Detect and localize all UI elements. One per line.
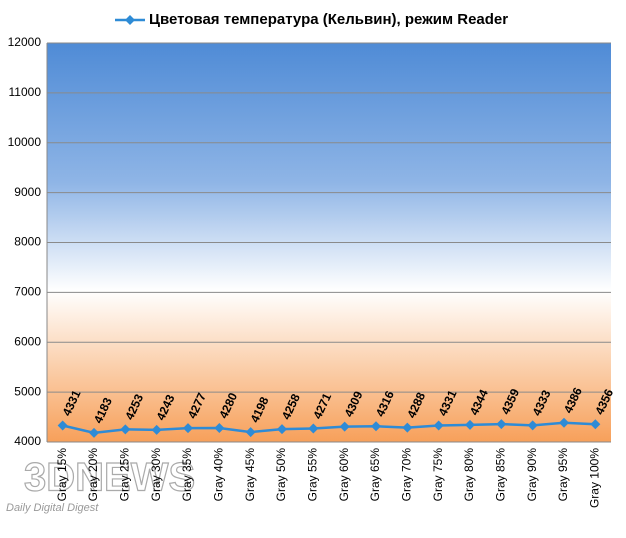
x-tick-label: Gray 90% (525, 448, 539, 502)
marker (151, 424, 162, 435)
marker (590, 419, 601, 430)
marker (183, 423, 193, 434)
x-tick-label: Gray 45% (243, 448, 257, 502)
legend-label: Цветовая температура (Кельвин), режим Re… (149, 11, 508, 28)
marker (496, 419, 507, 430)
watermark-sub: Daily Digital Digest (6, 502, 99, 514)
x-tick-label: Gray 40% (212, 448, 226, 502)
x-tick-label: Gray 25% (118, 448, 132, 502)
marker (245, 427, 256, 438)
marker (465, 419, 475, 430)
marker (89, 427, 99, 438)
x-tick-label: Gray 55% (306, 448, 320, 502)
marker (371, 421, 381, 432)
x-tick-label: Gray 15% (55, 448, 69, 502)
marker (402, 422, 413, 433)
y-tick-label: 5000 (14, 384, 41, 398)
x-tick-label: Gray 20% (86, 448, 100, 502)
y-tick-label: 8000 (14, 235, 41, 249)
marker (559, 417, 569, 428)
x-tick-label: Gray 80% (462, 448, 476, 502)
series-line (62, 421, 596, 435)
y-tick-label: 12000 (8, 35, 42, 49)
y-tick-label: 7000 (14, 285, 41, 299)
x-tick-label: Gray 30% (149, 448, 163, 502)
marker (339, 421, 350, 432)
legend-marker (125, 15, 135, 25)
y-tick-label: 11000 (9, 85, 42, 99)
x-tick-label: Gray 35% (180, 448, 194, 502)
marker (214, 423, 225, 434)
x-tick-label: Gray 100% (588, 448, 602, 508)
y-tick-label: 4000 (14, 434, 41, 448)
y-tick-label: 10000 (8, 135, 42, 149)
x-tick-label: Gray 95% (556, 448, 570, 502)
x-tick-label: Gray 75% (431, 448, 445, 502)
marker (57, 420, 68, 431)
marker (433, 420, 444, 431)
x-tick-label: Gray 60% (337, 448, 351, 502)
marker (308, 423, 319, 434)
x-tick-label: Gray 70% (400, 448, 414, 502)
watermark: 3DNEWS (24, 456, 195, 500)
y-tick-label: 6000 (14, 334, 41, 348)
marker (120, 424, 131, 435)
marker (527, 420, 538, 431)
x-tick-label: Gray 85% (494, 448, 508, 502)
x-tick-label: Gray 50% (274, 448, 288, 502)
y-tick-label: 9000 (14, 185, 41, 199)
marker (277, 424, 287, 435)
x-tick-label: Gray 65% (368, 448, 382, 502)
